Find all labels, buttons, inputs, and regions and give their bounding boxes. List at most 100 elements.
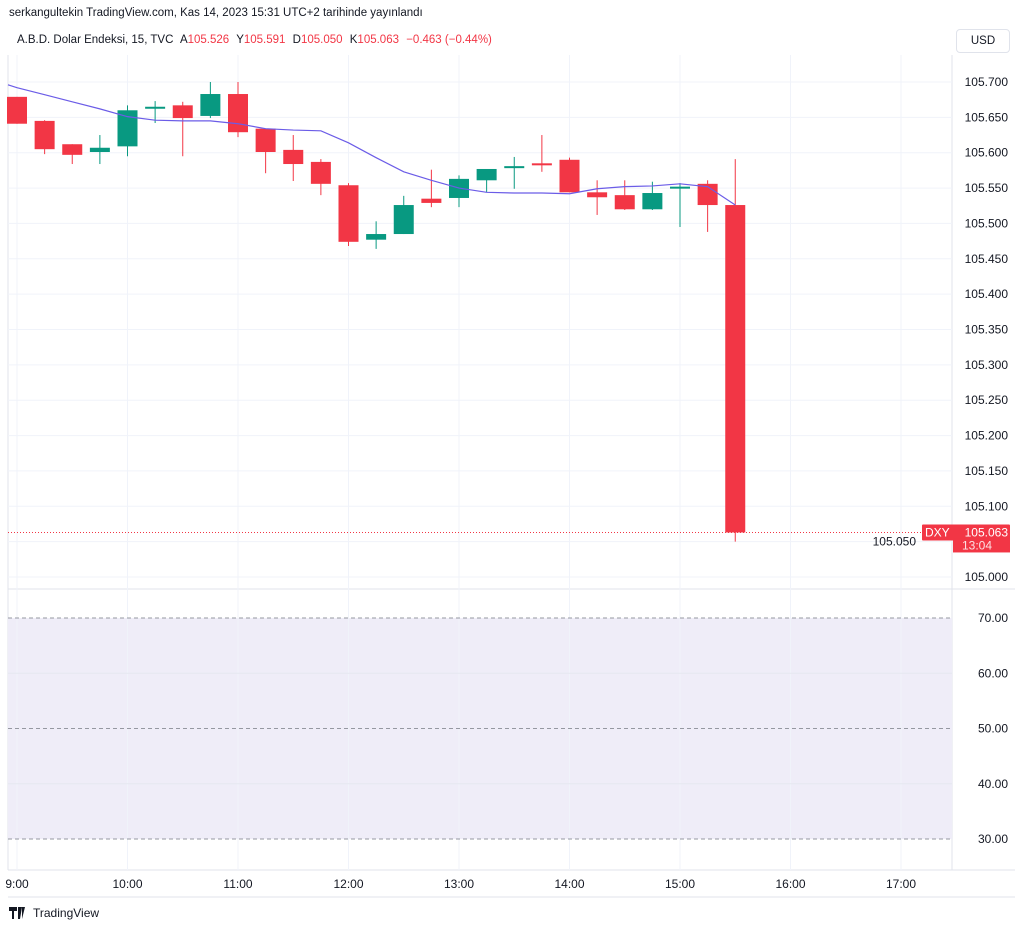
countdown-box bbox=[953, 538, 1010, 553]
price-tick-label: 105.150 bbox=[965, 464, 1009, 478]
candle-body bbox=[228, 94, 248, 133]
candle-body bbox=[172, 105, 193, 119]
tradingview-logo-icon bbox=[9, 907, 25, 919]
price-tick-label: 105.000 bbox=[965, 570, 1009, 584]
rsi-tick-label: 30.00 bbox=[978, 832, 1008, 846]
candle bbox=[670, 183, 690, 227]
open-value: 105.526 bbox=[187, 34, 230, 46]
tradingview-watermark: TradingView bbox=[9, 906, 99, 920]
candle bbox=[504, 156, 525, 189]
candle bbox=[228, 82, 248, 138]
price-tick-label: 105.050 bbox=[873, 535, 917, 549]
low-value: 105.050 bbox=[300, 34, 343, 46]
price-tick-label: 105.450 bbox=[965, 252, 1009, 266]
candle bbox=[283, 135, 304, 181]
rsi-tick-label: 40.00 bbox=[978, 777, 1008, 791]
candle bbox=[172, 101, 193, 157]
candle-body bbox=[62, 144, 83, 155]
price-tick-label: 105.200 bbox=[965, 429, 1009, 443]
time-tick-label: 16:00 bbox=[775, 877, 805, 891]
candle-body bbox=[255, 128, 276, 153]
candle-body bbox=[642, 193, 663, 210]
candle-body bbox=[89, 147, 110, 153]
candle bbox=[34, 120, 55, 155]
candle-body bbox=[145, 106, 166, 109]
price-tick-label: 105.500 bbox=[965, 216, 1009, 230]
price-tick-label: 105.700 bbox=[965, 75, 1009, 89]
candle-body bbox=[504, 166, 525, 169]
close-label: K bbox=[349, 34, 358, 46]
price-tick-label: 105.400 bbox=[965, 287, 1009, 301]
time-tick-label: 13:00 bbox=[444, 877, 474, 891]
candle bbox=[476, 168, 497, 193]
candle-body bbox=[421, 198, 442, 203]
price-tick-label: 105.350 bbox=[965, 323, 1009, 337]
low-label: D bbox=[292, 34, 301, 46]
candle bbox=[117, 105, 138, 157]
candle-body bbox=[559, 159, 580, 193]
candle-body bbox=[697, 183, 718, 206]
candle bbox=[145, 101, 166, 124]
candle bbox=[255, 128, 276, 174]
candle bbox=[310, 159, 331, 196]
candle-body bbox=[338, 185, 359, 242]
open-label: A bbox=[179, 34, 188, 46]
price-tag-box bbox=[922, 524, 1010, 541]
rsi-tick-label: 60.00 bbox=[978, 666, 1008, 680]
watermark-text: TradingView bbox=[33, 906, 100, 920]
candle bbox=[559, 157, 580, 193]
price-tick-label: 105.250 bbox=[965, 393, 1009, 407]
symbol-legend: A.B.D. Dolar Endeksi, 15, TVC A105.526 Y… bbox=[17, 34, 496, 46]
candle-body bbox=[7, 96, 27, 124]
candle-body bbox=[587, 192, 608, 198]
candle-body bbox=[34, 120, 55, 150]
candle bbox=[62, 144, 83, 165]
time-tick-label: 14:00 bbox=[554, 877, 584, 891]
candle bbox=[393, 195, 414, 235]
high-value: 105.591 bbox=[243, 34, 286, 46]
candle bbox=[697, 180, 718, 232]
moving-average-line bbox=[7, 84, 736, 206]
high-label: Y bbox=[236, 34, 244, 46]
candle bbox=[531, 135, 552, 172]
candle-body bbox=[310, 161, 331, 184]
candle bbox=[89, 135, 110, 165]
candle bbox=[366, 221, 387, 249]
candle bbox=[449, 175, 469, 208]
published-caption: serkangultekin TradingView.com, Kas 14, … bbox=[9, 7, 423, 19]
candle bbox=[587, 180, 608, 215]
symbol-title[interactable]: A.B.D. Dolar Endeksi, 15, TVC bbox=[17, 34, 174, 46]
time-tick-label: 11:00 bbox=[223, 877, 252, 891]
candle-body bbox=[670, 186, 690, 189]
candle-body bbox=[117, 110, 138, 147]
candle-body bbox=[725, 205, 746, 533]
price-tag-countdown: 13:04 bbox=[962, 538, 992, 552]
currency-button[interactable]: USD bbox=[956, 29, 1010, 53]
time-tick-label: 10:00 bbox=[112, 877, 142, 891]
candle bbox=[614, 180, 635, 210]
candle-body bbox=[476, 168, 497, 181]
price-tick-label: 105.550 bbox=[965, 181, 1009, 195]
close-value: 105.063 bbox=[357, 34, 399, 46]
candle-body bbox=[393, 205, 414, 235]
price-tick-label: 105.650 bbox=[965, 110, 1009, 124]
change-value: −0.463 (−0.44%) bbox=[406, 34, 492, 46]
time-tick-label: 17:00 bbox=[886, 877, 916, 891]
rsi-tick-label: 50.00 bbox=[978, 722, 1008, 736]
rsi-tick-label: 70.00 bbox=[978, 611, 1008, 625]
time-tick-label: 12:00 bbox=[333, 877, 363, 891]
time-tick-label: 9:00 bbox=[5, 877, 29, 891]
price-tick-label: 105.300 bbox=[965, 358, 1009, 372]
candle-body bbox=[531, 163, 552, 166]
candle bbox=[725, 159, 746, 542]
candle-body bbox=[366, 234, 387, 240]
candle bbox=[7, 96, 27, 124]
price-tag-price: 105.063 bbox=[965, 525, 1009, 539]
candle-body bbox=[614, 195, 635, 210]
price-tick-label: 105.600 bbox=[965, 146, 1009, 160]
candle bbox=[421, 169, 442, 208]
price-tag-ticker: DXY bbox=[925, 525, 950, 539]
price-tick-label: 105.100 bbox=[965, 499, 1009, 513]
